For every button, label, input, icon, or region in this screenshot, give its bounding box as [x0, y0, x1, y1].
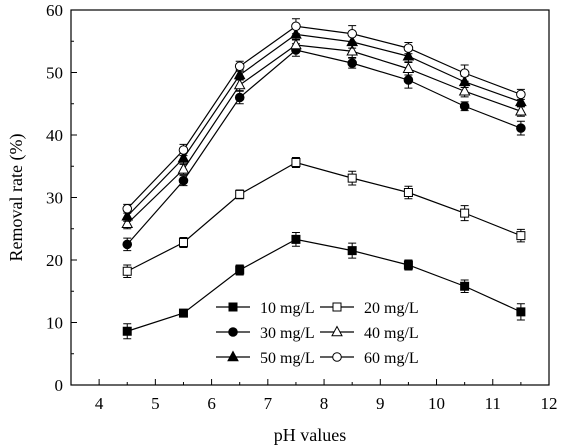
data-point	[347, 173, 357, 183]
data-point	[402, 49, 415, 61]
data-point	[233, 68, 246, 80]
legend-label: 10 mg/L	[260, 300, 315, 317]
x-axis-title: pH values	[274, 425, 346, 445]
series-layer	[121, 18, 527, 340]
y-tick-label: 10	[46, 314, 63, 333]
data-point	[178, 308, 188, 318]
legend-marker	[227, 350, 239, 362]
y-tick-label: 30	[46, 189, 63, 208]
data-point	[459, 101, 470, 112]
data-point	[403, 260, 413, 270]
data-point	[347, 246, 357, 256]
series-line	[126, 25, 522, 210]
data-point	[122, 203, 133, 214]
data-point	[122, 326, 132, 336]
data-point	[460, 208, 470, 218]
y-tick-label: 20	[46, 251, 63, 270]
x-tick-label: 6	[207, 394, 216, 413]
data-point	[234, 92, 245, 103]
legend-label: 20 mg/L	[364, 300, 419, 317]
x-tick-label: 9	[376, 394, 385, 413]
data-point	[291, 21, 301, 32]
legend-item: 10 mg/L	[216, 300, 315, 317]
data-point	[122, 266, 132, 276]
x-tick-label: 5	[151, 394, 160, 413]
y-tick-label: 40	[46, 126, 63, 145]
data-point	[291, 234, 301, 244]
data-point	[178, 175, 189, 186]
series-line	[126, 49, 522, 245]
data-point	[403, 188, 413, 197]
data-point	[121, 217, 134, 229]
data-point	[515, 95, 527, 107]
legend-label: 30 mg/L	[260, 325, 315, 342]
y-axis-title: Removal rate (%)	[6, 134, 27, 262]
data-point	[234, 61, 245, 72]
y-tick-label: 60	[46, 1, 63, 20]
data-point	[177, 162, 190, 174]
x-tick-label: 10	[428, 394, 445, 413]
y-tick-label: 50	[46, 64, 63, 83]
legend-label: 50 mg/L	[260, 350, 315, 367]
legend-marker	[332, 352, 342, 362]
data-point	[235, 189, 245, 199]
x-tick-label: 4	[95, 394, 104, 413]
series-6	[122, 18, 526, 214]
data-point	[178, 238, 188, 247]
x-tick-label: 12	[541, 394, 558, 413]
data-point	[459, 68, 470, 78]
legend-label: 40 mg/L	[364, 325, 419, 342]
data-point	[516, 307, 526, 317]
series-line	[126, 161, 522, 272]
ticks-layer: 4 5 6 7 8 9 10 11 12 0 10 20 30 40 50 60	[46, 1, 558, 413]
data-point	[233, 78, 246, 90]
data-point	[403, 43, 414, 53]
data-point	[516, 231, 526, 241]
data-point	[347, 58, 357, 68]
data-point	[235, 265, 245, 275]
data-point	[177, 151, 190, 163]
series-4	[121, 38, 527, 230]
data-point	[122, 239, 133, 250]
data-point	[403, 75, 414, 85]
data-point	[460, 281, 470, 291]
x-tick-label: 7	[264, 394, 273, 413]
data-point	[458, 84, 471, 96]
legend-marker	[331, 325, 343, 337]
legend-item: 50 mg/L	[216, 350, 315, 367]
data-point	[515, 104, 527, 116]
data-point	[291, 158, 301, 167]
legend: 10 mg/L 20 mg/L 30 mg/L 40 mg/L 50 mg/L 60 mg…	[216, 300, 419, 367]
data-point	[346, 44, 359, 56]
data-point	[290, 38, 302, 50]
series-line	[126, 44, 522, 225]
data-point	[516, 123, 526, 133]
series-line	[127, 238, 522, 332]
legend-marker	[228, 327, 238, 337]
y-tick-label: 0	[55, 376, 64, 395]
data-point	[516, 89, 526, 100]
legend-item: 60 mg/L	[320, 350, 419, 367]
legend-marker	[332, 302, 342, 312]
data-point	[178, 145, 189, 155]
legend-marker	[228, 302, 238, 312]
legend-item: 20 mg/L	[320, 300, 419, 317]
data-point	[121, 209, 134, 221]
series-2	[122, 157, 526, 278]
series-line	[126, 33, 522, 217]
legend-item: 30 mg/L	[216, 325, 315, 342]
legend-label: 60 mg/L	[364, 350, 419, 367]
series-5	[121, 27, 527, 222]
data-point	[347, 28, 357, 39]
x-tick-label: 8	[320, 394, 329, 413]
series-1	[122, 232, 526, 340]
data-point	[402, 62, 415, 74]
legend-item: 40 mg/L	[320, 325, 419, 342]
x-tick-label: 11	[485, 394, 501, 413]
